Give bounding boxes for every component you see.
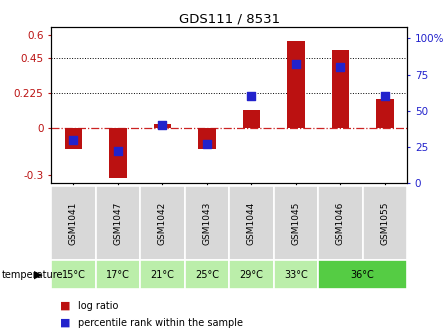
Point — [114, 149, 121, 154]
Text: ■: ■ — [60, 301, 71, 311]
Text: percentile rank within the sample: percentile rank within the sample — [78, 318, 243, 328]
Text: 25°C: 25°C — [195, 270, 219, 280]
Bar — [229, 260, 274, 289]
Bar — [65, 128, 82, 149]
Text: GSM1043: GSM1043 — [202, 202, 211, 245]
Text: 33°C: 33°C — [284, 270, 308, 280]
Point — [70, 137, 77, 142]
Bar — [274, 260, 318, 289]
Bar — [51, 186, 96, 260]
Point — [159, 123, 166, 128]
Bar — [332, 50, 349, 128]
Text: GSM1047: GSM1047 — [113, 202, 122, 245]
Point — [381, 94, 388, 99]
Text: GSM1045: GSM1045 — [291, 202, 300, 245]
Bar — [318, 186, 363, 260]
Bar — [96, 186, 140, 260]
Text: GSM1041: GSM1041 — [69, 202, 78, 245]
Text: 17°C: 17°C — [106, 270, 130, 280]
Title: GDS111 / 8531: GDS111 / 8531 — [178, 13, 280, 26]
Bar — [198, 128, 216, 149]
Text: GSM1044: GSM1044 — [247, 202, 256, 245]
Point — [292, 62, 299, 67]
Bar — [109, 128, 127, 178]
Point — [248, 94, 255, 99]
Text: 15°C: 15°C — [61, 270, 85, 280]
Text: 36°C: 36°C — [351, 270, 375, 280]
Text: log ratio: log ratio — [78, 301, 118, 311]
Bar — [243, 110, 260, 128]
Bar — [274, 186, 318, 260]
Bar — [376, 99, 394, 128]
Point — [203, 141, 210, 147]
Text: ■: ■ — [60, 318, 71, 328]
Text: GSM1055: GSM1055 — [380, 202, 389, 245]
Bar — [229, 186, 274, 260]
Text: ▶: ▶ — [34, 270, 43, 280]
Bar — [287, 41, 305, 128]
Bar — [154, 124, 171, 128]
Bar — [51, 260, 96, 289]
Text: temperature: temperature — [2, 270, 64, 280]
Text: GSM1046: GSM1046 — [336, 202, 345, 245]
Bar — [318, 260, 407, 289]
Bar — [185, 260, 229, 289]
Bar — [140, 260, 185, 289]
Text: 21°C: 21°C — [150, 270, 174, 280]
Point — [337, 65, 344, 70]
Text: 29°C: 29°C — [239, 270, 263, 280]
Bar — [140, 186, 185, 260]
Bar — [185, 186, 229, 260]
Bar — [96, 260, 140, 289]
Bar — [363, 186, 407, 260]
Text: GSM1042: GSM1042 — [158, 202, 167, 245]
